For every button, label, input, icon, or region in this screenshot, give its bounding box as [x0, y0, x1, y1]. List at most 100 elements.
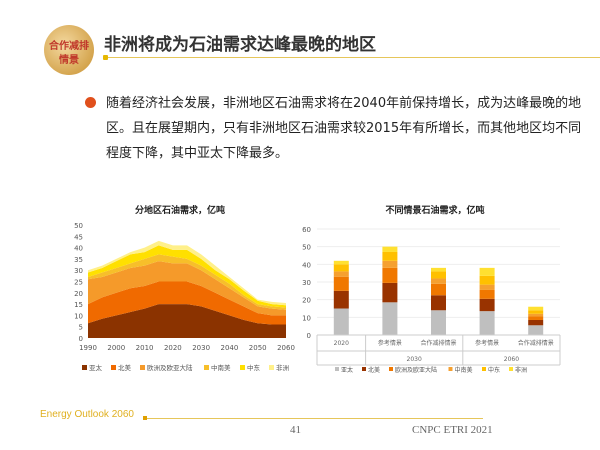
- group-label: 2030: [407, 356, 422, 363]
- bar-segment-中南美: [333, 271, 349, 277]
- y-tick-label: 5: [79, 324, 83, 332]
- legend-label: 中南美: [211, 363, 231, 372]
- x-tick-label: 2020: [164, 344, 182, 352]
- bar-segment-中南美: [431, 278, 446, 284]
- legend-swatch: [269, 365, 274, 370]
- legend-swatch: [82, 365, 87, 370]
- category-label: 2020: [334, 340, 349, 347]
- scenario-logo: 合作减排 情景: [44, 25, 94, 75]
- bar-segment-非洲: [431, 267, 446, 272]
- bar-segment-北美: [528, 319, 544, 326]
- legend-label: 中南美: [455, 366, 473, 374]
- area-series-欧洲及欧亚大陆: [88, 261, 286, 316]
- legend-label: 非洲: [276, 363, 289, 372]
- legend-label: 中东: [247, 363, 261, 372]
- bar-segment-北美: [431, 295, 446, 311]
- y-tick-label: 40: [302, 261, 311, 269]
- y-tick-label: 20: [74, 290, 83, 298]
- footer-org: CNPC ETRI 2021: [412, 424, 493, 436]
- legend-swatch: [448, 367, 453, 371]
- chart-title: 不同情景石油需求，亿吨: [385, 204, 484, 216]
- y-tick-label: 60: [302, 226, 311, 234]
- legend-label: 北美: [118, 363, 132, 372]
- bar-segment-中南美: [382, 260, 398, 268]
- y-tick-label: 20: [302, 297, 311, 305]
- bar-segment-欧洲及欧亚大陆: [431, 283, 446, 296]
- page-title: 非洲将成为石油需求达峰最晚的地区: [104, 35, 376, 55]
- legend-swatch: [389, 367, 393, 371]
- legend-swatch: [482, 367, 486, 371]
- y-tick-label: 45: [74, 233, 83, 241]
- group-label: 2060: [504, 356, 519, 363]
- logo-line2: 情景: [59, 55, 79, 66]
- bar-segment-北美: [382, 282, 398, 303]
- y-tick-label: 0: [79, 335, 83, 343]
- area-series-中东: [88, 245, 286, 308]
- legend-swatch: [111, 365, 116, 370]
- area-series-亚太: [88, 304, 286, 338]
- bar-segment-非洲: [333, 260, 349, 265]
- y-tick-label: 30: [74, 267, 83, 275]
- bar-segment-欧洲及欧亚大陆: [479, 289, 495, 299]
- y-tick-label: 40: [74, 245, 83, 253]
- x-tick-label: 1990: [79, 344, 97, 352]
- legend-swatch: [509, 367, 513, 371]
- bar-segment-亚太: [382, 302, 398, 335]
- y-tick-label: 10: [302, 314, 311, 322]
- bar-segment-亚太: [528, 325, 544, 335]
- y-tick-label: 15: [74, 301, 83, 309]
- y-tick-label: 10: [74, 312, 83, 320]
- y-tick-label: 0: [307, 332, 311, 340]
- bar-segment-亚太: [333, 308, 349, 335]
- footer-dot: [143, 416, 147, 420]
- x-tick-label: 2000: [107, 344, 125, 352]
- x-tick-label: 2050: [249, 344, 267, 352]
- legend-label: 欧洲及欧亚大陆: [147, 363, 193, 372]
- bar-segment-北美: [333, 290, 349, 309]
- category-label: 参考情景: [378, 339, 402, 347]
- y-tick-label: 50: [302, 244, 311, 252]
- x-tick-label: 2030: [192, 344, 210, 352]
- legend-swatch: [362, 367, 366, 371]
- legend-swatch: [335, 367, 339, 371]
- legend-label: 亚太: [341, 366, 353, 374]
- body-paragraph: 随着经济社会发展，非洲地区石油需求将在2040年前保持增长，成为达峰最晚的地区。…: [106, 96, 582, 161]
- legend-swatch: [140, 365, 145, 370]
- bar-segment-中东: [431, 271, 446, 279]
- category-label: 合作减排情景: [518, 339, 554, 347]
- y-tick-label: 30: [302, 279, 311, 287]
- bar-segment-亚太: [431, 310, 446, 335]
- y-tick-label: 25: [74, 279, 83, 287]
- page-number: 41: [290, 424, 301, 436]
- legend-label: 中东: [488, 366, 500, 374]
- title-dot: [103, 55, 108, 60]
- category-label: 合作减排情景: [420, 339, 456, 347]
- category-label: 参考情景: [475, 339, 499, 347]
- logo-line1: 合作减排: [49, 41, 89, 52]
- legend-label: 欧洲及欧亚大陆: [395, 366, 437, 374]
- bar-segment-中东: [528, 310, 544, 314]
- y-tick-label: 50: [74, 222, 83, 230]
- bar-segment-欧洲及欧亚大陆: [382, 267, 398, 283]
- bar-segment-北美: [479, 298, 495, 312]
- chart-title: 分地区石油需求，亿吨: [135, 204, 225, 216]
- bullet-icon: [85, 97, 96, 108]
- bar-segment-中东: [382, 251, 398, 261]
- bar-segment-中南美: [528, 313, 544, 317]
- bar-segment-中东: [479, 275, 495, 285]
- x-tick-label: 2060: [277, 344, 295, 352]
- x-tick-label: 2040: [221, 344, 239, 352]
- x-tick-label: 2010: [136, 344, 154, 352]
- bar-segment-亚太: [479, 311, 495, 335]
- legend-label: 亚太: [89, 363, 103, 372]
- area-chart: 分地区石油需求，亿吨 0 5 10 15 20 25 30 35 40 45 50 1990 2000 20…: [74, 204, 295, 372]
- footer-divider: [145, 418, 483, 419]
- legend-label: 北美: [368, 366, 380, 374]
- title-divider: [105, 57, 600, 58]
- bar-segment-中东: [333, 264, 349, 272]
- area-series-北美: [88, 281, 286, 325]
- bar-segment-中南美: [479, 284, 495, 290]
- bar-segment-欧洲及欧亚大陆: [333, 276, 349, 291]
